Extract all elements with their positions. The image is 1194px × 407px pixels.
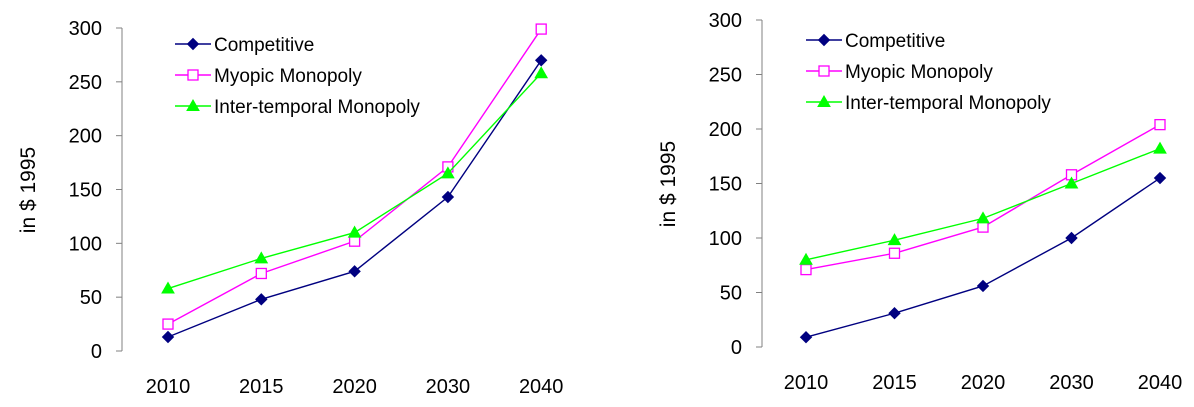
- legend-marker: [817, 33, 831, 47]
- data-point: [887, 233, 902, 246]
- x-tick-label: 2030: [1049, 372, 1094, 394]
- y-axis-title: in $ 1995: [17, 147, 40, 233]
- y-tick-label: 300: [709, 10, 742, 32]
- series-1: [161, 54, 548, 344]
- data-point: [161, 330, 175, 344]
- data-point: [441, 166, 455, 179]
- x-tick-label: 2020: [961, 372, 1006, 394]
- chart-panel-1: 0 50 100 150 200 250 300 in $ 1995 2010 2015 2020 2…: [17, 18, 563, 398]
- data-point: [800, 263, 812, 276]
- series-line: [805, 177, 1161, 338]
- data-point: [1153, 141, 1167, 154]
- chart-panel-2: 0 50 100 150 200 250 300 in $ 1995 2010 2015 2020 2…: [657, 10, 1182, 394]
- data-point: [255, 293, 268, 306]
- y-tick-label: 250: [69, 72, 102, 94]
- x-tick-label: 2020: [332, 376, 377, 398]
- x-tick-label: 2040: [1138, 372, 1183, 394]
- data-point: [799, 330, 813, 344]
- legend-marker: [817, 94, 831, 107]
- data-point: [347, 225, 362, 238]
- y-tick-label: 200: [709, 119, 742, 141]
- data-point: [255, 267, 267, 280]
- legend-marker: [186, 98, 200, 111]
- legend-marker: [186, 37, 200, 51]
- y-axis-title: in $ 1995: [657, 141, 680, 227]
- data-point: [348, 265, 361, 278]
- legend-label: Competitive: [214, 35, 314, 56]
- data-point: [799, 252, 813, 265]
- data-point: [976, 279, 990, 293]
- legend-label: Competitive: [845, 31, 945, 52]
- data-point: [1064, 176, 1079, 189]
- data-point: [1154, 118, 1166, 131]
- y-tick-label: 150: [709, 174, 742, 196]
- x-tick-label: 2015: [872, 372, 917, 394]
- x-tick-label: 2010: [146, 376, 191, 398]
- data-point: [534, 66, 549, 79]
- data-point: [534, 54, 548, 67]
- data-point: [161, 281, 175, 294]
- legend: Competitive Myopic Monopoly Inter-temporal…: [175, 35, 420, 118]
- y-tick-label: 100: [69, 233, 102, 255]
- series-1: [799, 171, 1167, 344]
- x-tick-label: 2040: [519, 376, 564, 398]
- y-tick-label: 50: [80, 287, 102, 309]
- data-point: [1065, 231, 1078, 245]
- y-tick-label: 250: [709, 65, 742, 87]
- y-tick-label: 200: [69, 126, 102, 148]
- data-point: [1153, 171, 1167, 185]
- legend-label: Inter-temporal Monopoly: [214, 97, 420, 118]
- series-line: [805, 147, 1161, 261]
- x-tick-label: 2030: [426, 376, 471, 398]
- legend-marker: [187, 69, 199, 81]
- data-point: [162, 318, 174, 330]
- legend-marker: [818, 65, 830, 77]
- series-3: [161, 66, 549, 294]
- y-tick-label: 50: [720, 283, 742, 305]
- data-point: [977, 221, 989, 233]
- series-2: [800, 118, 1166, 276]
- data-point: [348, 235, 361, 247]
- data-point: [976, 211, 990, 224]
- series-3: [799, 141, 1167, 265]
- x-tick-label: 2015: [239, 376, 284, 398]
- y-tick-label: 0: [91, 341, 102, 363]
- y-tick-label: 300: [69, 18, 102, 40]
- legend-label: Myopic Monopoly: [845, 62, 993, 83]
- y-tick-label: 100: [709, 228, 742, 250]
- data-point: [254, 251, 269, 264]
- data-point: [441, 190, 455, 204]
- legend-label: Inter-temporal Monopoly: [845, 93, 1051, 114]
- y-tick-label: 0: [731, 337, 742, 359]
- legend: Competitive Myopic Monopoly Inter-temporal…: [806, 31, 1051, 114]
- y-tick-label: 150: [69, 180, 102, 202]
- data-point: [888, 247, 901, 259]
- legend-label: Myopic Monopoly: [214, 66, 362, 87]
- x-tick-label: 2010: [784, 372, 829, 394]
- data-point: [535, 23, 547, 35]
- data-point: [888, 307, 901, 320]
